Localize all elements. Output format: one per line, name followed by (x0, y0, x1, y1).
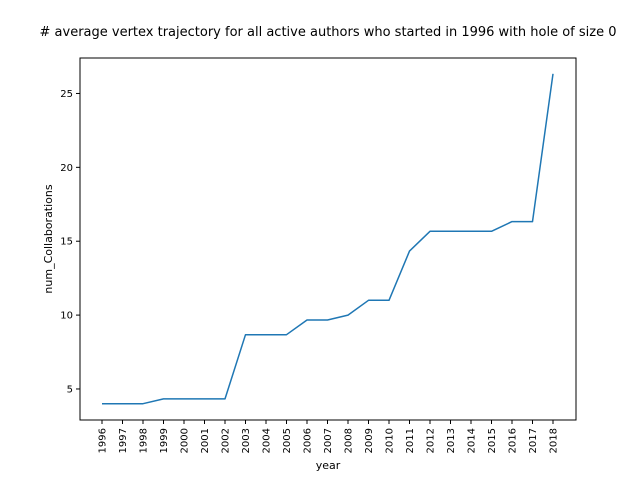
y-axis: 5 10 15 20 25 (60, 89, 80, 395)
x-tick-label: 2016 (508, 428, 519, 453)
y-tick-label: 15 (60, 237, 73, 248)
y-tick-label: 25 (60, 89, 73, 100)
x-axis: 1996 1997 1998 1999 2000 2001 2002 2003 2004 2005… (98, 420, 560, 453)
x-tick-label: 1999 (159, 428, 170, 453)
x-tick-label: 1998 (139, 428, 150, 453)
x-tick-label: 2001 (200, 428, 211, 453)
y-tick-label: 10 (60, 311, 73, 322)
y-tick-label: 5 (67, 384, 73, 395)
x-tick-label: 1997 (118, 428, 129, 453)
series-layer (102, 73, 554, 405)
x-tick-label: 2000 (180, 428, 191, 453)
x-tick-label: 2014 (467, 428, 478, 453)
x-tick-label: 2011 (405, 428, 416, 453)
series-line-0 (102, 73, 554, 405)
x-tick-label: 2015 (487, 428, 498, 453)
x-tick-label: 2007 (323, 428, 334, 453)
x-tick-label: 2013 (446, 428, 457, 453)
x-tick-label: 2005 (282, 428, 293, 453)
x-tick-label: 2003 (241, 428, 252, 453)
x-tick-label: 2010 (385, 428, 396, 453)
x-tick-label: 2008 (344, 428, 355, 453)
y-axis-label: num_Collaborations (42, 184, 55, 293)
plot-frame (79, 57, 577, 421)
chart-title: # average vertex trajectory for all acti… (40, 25, 617, 40)
y-tick-label: 20 (60, 163, 73, 174)
x-tick-label: 2002 (221, 428, 232, 453)
x-tick-label: 2017 (528, 428, 539, 453)
x-tick-label: 1996 (98, 428, 109, 453)
x-tick-label: 2006 (303, 428, 314, 453)
x-tick-label: 2012 (426, 428, 437, 453)
x-tick-label: 2009 (364, 428, 375, 453)
x-axis-label: year (316, 459, 341, 472)
x-tick-label: 2018 (549, 428, 560, 453)
x-tick-label: 2004 (262, 428, 273, 453)
